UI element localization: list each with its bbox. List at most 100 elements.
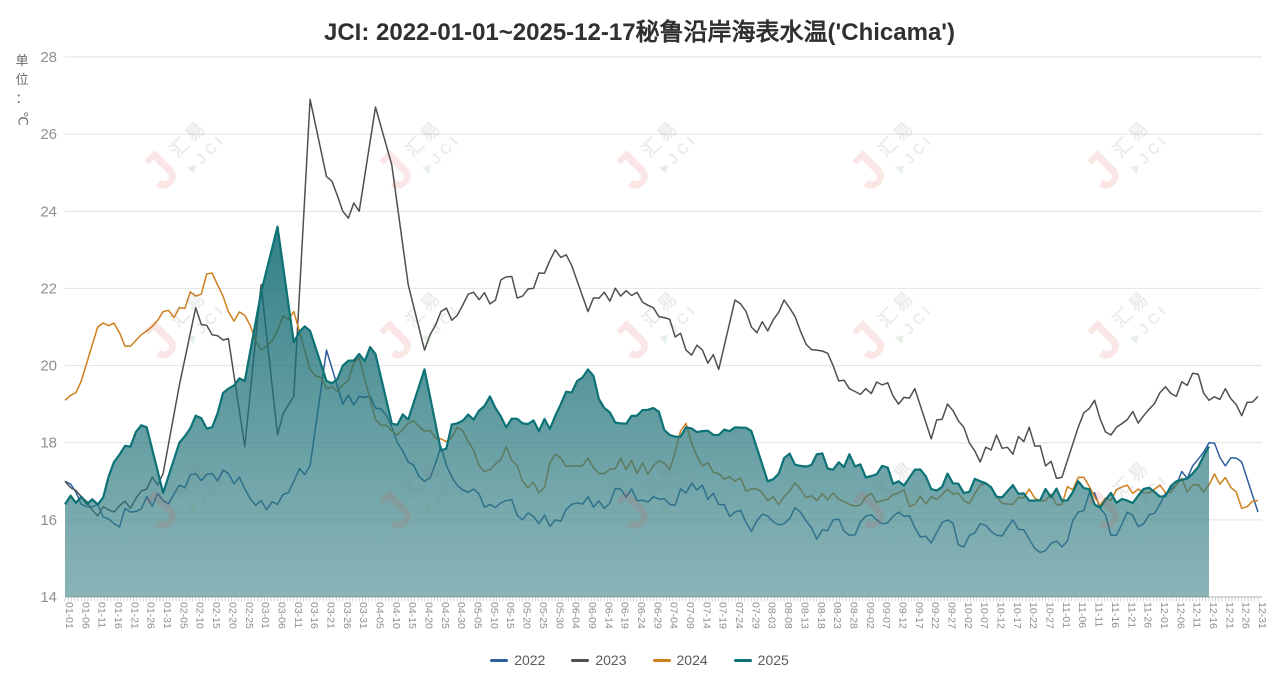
x-tick-label: 06-24 [635,602,647,629]
x-tick-label: 09-07 [880,602,892,629]
x-tick-label: 02-25 [243,602,255,629]
x-tick-label: 06-29 [651,602,663,629]
x-tick-label: 11-11 [1093,602,1105,627]
x-tick-label: 05-25 [537,602,549,629]
legend-item-2024[interactable]: 2024 [652,652,708,668]
x-tick-label: 05-15 [504,602,516,629]
legend-label: 2024 [676,652,708,668]
x-tick-label: 08-13 [798,602,810,629]
x-tick-label: 10-17 [1011,602,1023,629]
x-tick-label: 06-19 [619,602,631,629]
y-tick-label: 14 [40,589,57,606]
y-axis-unit-char: 单 [15,53,29,68]
y-tick-label: 24 [40,203,57,220]
x-tick-label: 05-30 [553,602,565,629]
x-tick-label: 03-11 [292,602,304,628]
x-tick-label: 02-15 [210,602,222,629]
x-tick-label: 09-22 [929,602,941,629]
x-tick-label: 12-06 [1174,602,1186,629]
legend-item-2023[interactable]: 2023 [571,652,627,668]
x-tick-label: 10-02 [962,602,974,629]
x-tick-label: 04-25 [439,602,451,629]
legend-swatch-icon [490,658,509,662]
x-tick-label: 07-04 [668,602,680,629]
x-tick-label: 03-31 [357,602,369,629]
legend-label: 2022 [514,652,546,668]
legend-item-2025[interactable]: 2025 [733,652,789,668]
x-tick-label: 09-17 [913,602,925,629]
y-tick-label: 22 [40,280,57,297]
legend-item-2022[interactable]: 2022 [490,652,545,668]
x-tick-label: 07-09 [684,602,696,629]
x-tick-label: 06-09 [586,602,598,629]
series-area-2025 [65,226,1209,597]
x-tick-label: 07-29 [749,602,761,629]
x-tick-label: 05-20 [521,602,533,629]
y-tick-label: 18 [40,435,57,452]
x-tick-label: 02-20 [226,602,238,629]
legend-swatch-icon [571,658,590,662]
x-tick-label: 04-30 [455,602,467,629]
legend-swatch-icon [652,658,671,662]
x-tick-label: 05-05 [472,602,484,629]
x-tick-label: 10-27 [1044,602,1056,629]
x-tick-label: 11-26 [1142,602,1154,628]
x-tick-label: 03-16 [308,602,320,629]
x-tick-label: 11-06 [1076,602,1088,628]
x-tick-label: 07-14 [700,602,712,629]
x-tick-label: 09-12 [897,602,909,629]
x-tick-label: 12-21 [1223,602,1235,629]
x-tick-label: 04-15 [406,602,418,629]
y-axis-unit-char: 位 [15,71,29,87]
x-tick-label: 12-16 [1207,602,1219,629]
x-tick-label: 09-02 [864,602,876,629]
x-tick-label: 01-16 [112,602,124,629]
x-tick-label: 08-18 [815,602,827,629]
legend-label: 2025 [757,652,789,668]
legend-label: 2023 [595,652,627,668]
x-tick-label: 01-26 [145,602,157,629]
x-tick-label: 12-26 [1240,602,1252,629]
x-tick-label: 08-23 [831,602,843,629]
x-tick-label: 10-22 [1027,602,1039,629]
y-tick-label: 16 [40,512,57,529]
legend-swatch-icon [733,658,752,662]
x-tick-label: 12-11 [1191,602,1203,628]
x-tick-label: 03-21 [325,602,337,629]
chart-legend: 2022 2023 2024 2025 [0,652,1279,668]
x-tick-label: 12-31 [1256,602,1268,629]
x-tick-label: 06-14 [602,602,614,629]
y-axis-unit-char: ： [15,90,29,106]
x-tick-label: 08-28 [847,602,859,629]
y-tick-label: 28 [40,49,57,66]
x-tick-label: 11-01 [1060,602,1072,628]
x-tick-label: 02-10 [194,602,206,629]
y-tick-label: 26 [40,126,57,143]
x-tick-label: 10-12 [995,602,1007,629]
x-tick-label: 01-21 [128,602,140,629]
x-tick-label: 01-11 [96,602,108,628]
x-tick-label: 05-10 [488,602,500,629]
x-tick-label: 10-07 [978,602,990,629]
x-tick-label: 08-03 [766,602,778,629]
x-tick-label: 11-21 [1125,602,1137,628]
x-tick-label: 12-01 [1158,602,1170,629]
x-tick-label: 03-06 [276,602,288,629]
x-tick-label: 01-01 [63,602,75,629]
x-tick-label: 11-16 [1109,602,1121,628]
x-tick-label: 04-10 [390,602,402,629]
x-tick-label: 04-05 [374,602,386,629]
x-tick-label: 03-01 [259,602,271,629]
y-tick-label: 20 [40,358,57,375]
chart-title: JCI: 2022-01-01~2025-12-17秘鲁沿岸海表水温('Chic… [324,19,955,46]
x-tick-label: 06-04 [570,602,582,629]
x-tick-label: 01-31 [161,602,173,629]
series-line-2025 [64,225,1210,509]
x-tick-label: 01-06 [79,602,91,629]
x-tick-label: 03-26 [341,602,353,629]
x-tick-label: 09-27 [946,602,958,629]
x-tick-label: 07-19 [717,602,729,629]
y-axis-unit-label: 单位： ℃ [12,52,32,127]
x-tick-label: 02-05 [177,602,189,629]
